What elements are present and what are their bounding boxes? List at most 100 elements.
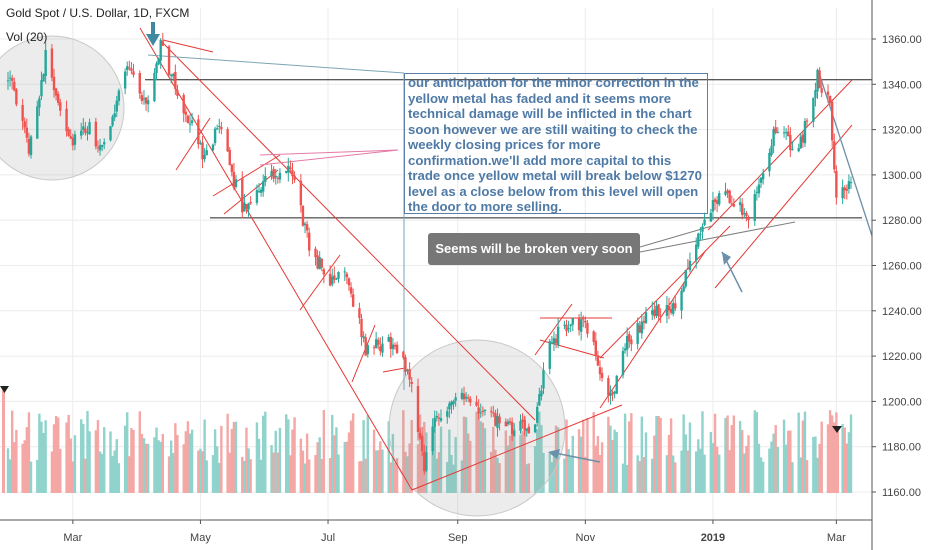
candle-body xyxy=(513,430,516,436)
candle-body xyxy=(84,128,87,133)
candle-body xyxy=(768,152,771,172)
candle-body xyxy=(774,127,777,133)
candle-body xyxy=(201,142,204,160)
candle-body xyxy=(232,171,236,188)
volume-bar xyxy=(42,432,45,493)
candle-body xyxy=(287,165,290,173)
volume-bar xyxy=(230,429,234,493)
candle-body xyxy=(506,421,510,425)
volume-bar xyxy=(262,415,265,493)
volume-bar xyxy=(812,436,815,493)
volume-bar xyxy=(228,452,231,493)
volume-bar xyxy=(711,443,715,493)
candle-body xyxy=(190,120,194,124)
candle-body xyxy=(469,398,472,403)
candle-body xyxy=(554,338,558,344)
note-connector xyxy=(147,54,405,74)
candle-body xyxy=(333,275,336,280)
chart-markers xyxy=(0,22,842,433)
candle-body xyxy=(80,130,83,136)
candle-body xyxy=(789,134,792,151)
candle-body xyxy=(36,106,39,139)
candle-body xyxy=(15,89,18,105)
candle-body xyxy=(351,294,355,307)
volume-bar xyxy=(609,425,612,493)
trend-line xyxy=(382,367,406,373)
candle-body xyxy=(653,309,656,317)
volume-bar xyxy=(697,439,700,493)
candle-body xyxy=(111,116,114,126)
candle-body xyxy=(527,426,531,433)
candle-body xyxy=(220,126,223,130)
volume-bar xyxy=(477,413,480,493)
candle-body xyxy=(841,187,844,199)
candle-body xyxy=(67,129,70,136)
volume-bar xyxy=(109,431,112,493)
candle-body xyxy=(98,145,102,151)
volume-bar xyxy=(15,430,18,493)
volume-bar xyxy=(333,435,336,493)
candle-body xyxy=(490,411,493,413)
candle-body xyxy=(665,305,669,316)
volume-bar xyxy=(132,429,135,493)
volume-bar xyxy=(644,432,648,493)
volume-bar xyxy=(594,445,597,493)
volume-bar xyxy=(613,429,616,493)
candle-body xyxy=(828,95,832,103)
volume-bar xyxy=(703,454,706,493)
candle-body xyxy=(525,428,528,431)
volume-bar xyxy=(724,418,727,493)
candle-body xyxy=(743,212,746,214)
volume-bar xyxy=(243,460,246,493)
candle-body xyxy=(335,278,338,280)
channel-2-lower xyxy=(714,124,853,289)
candle-body xyxy=(607,378,610,396)
volume-bar xyxy=(126,412,129,493)
candle-body xyxy=(521,419,524,422)
volume-bar xyxy=(67,414,70,493)
volume-bar xyxy=(142,438,146,493)
candle-body xyxy=(276,177,280,179)
candle-body xyxy=(155,63,158,74)
volume-bar xyxy=(404,451,407,493)
candle-body xyxy=(594,340,597,356)
candle-body xyxy=(132,71,135,75)
candle-body xyxy=(213,128,217,144)
volume-bar xyxy=(538,411,541,493)
candle-body xyxy=(377,339,380,345)
candle-body xyxy=(109,126,112,141)
volume-bar xyxy=(728,450,731,493)
volume-bar xyxy=(741,430,744,493)
candle-body xyxy=(94,121,98,147)
volume-spike xyxy=(836,431,839,493)
volume-bar xyxy=(215,446,219,493)
candle-body xyxy=(69,136,72,139)
time-axis[interactable]: Mar May Jul Sep Nov 2019 Mar xyxy=(0,519,872,544)
volume-bar xyxy=(536,429,539,493)
volume-bar xyxy=(25,427,29,493)
candle-body xyxy=(784,132,788,134)
candle-body xyxy=(174,71,177,90)
volume-bar xyxy=(713,413,717,493)
volume-bar xyxy=(203,419,206,493)
candle-body xyxy=(308,232,311,251)
candle-body xyxy=(226,129,229,152)
candle-body xyxy=(404,357,407,372)
candle-body xyxy=(65,108,68,132)
price-axis[interactable]: 1160.00 1180.00 1200.00 1220.00 1240.00 1260.… xyxy=(871,0,932,550)
volume-bar xyxy=(285,414,288,493)
trend-line xyxy=(599,225,731,359)
volume-bar xyxy=(584,456,587,493)
volume-bar xyxy=(335,427,338,493)
candle-body xyxy=(640,321,644,334)
volume-bar xyxy=(186,421,190,493)
volume-bar xyxy=(349,420,353,493)
y-tick-label: 1160.00 xyxy=(882,487,921,499)
candle-body xyxy=(228,149,231,165)
volume-bar xyxy=(789,430,792,493)
volume-bar xyxy=(726,415,729,493)
candle-body xyxy=(477,407,480,414)
volume-bar xyxy=(630,413,633,493)
candle-body xyxy=(27,138,31,154)
